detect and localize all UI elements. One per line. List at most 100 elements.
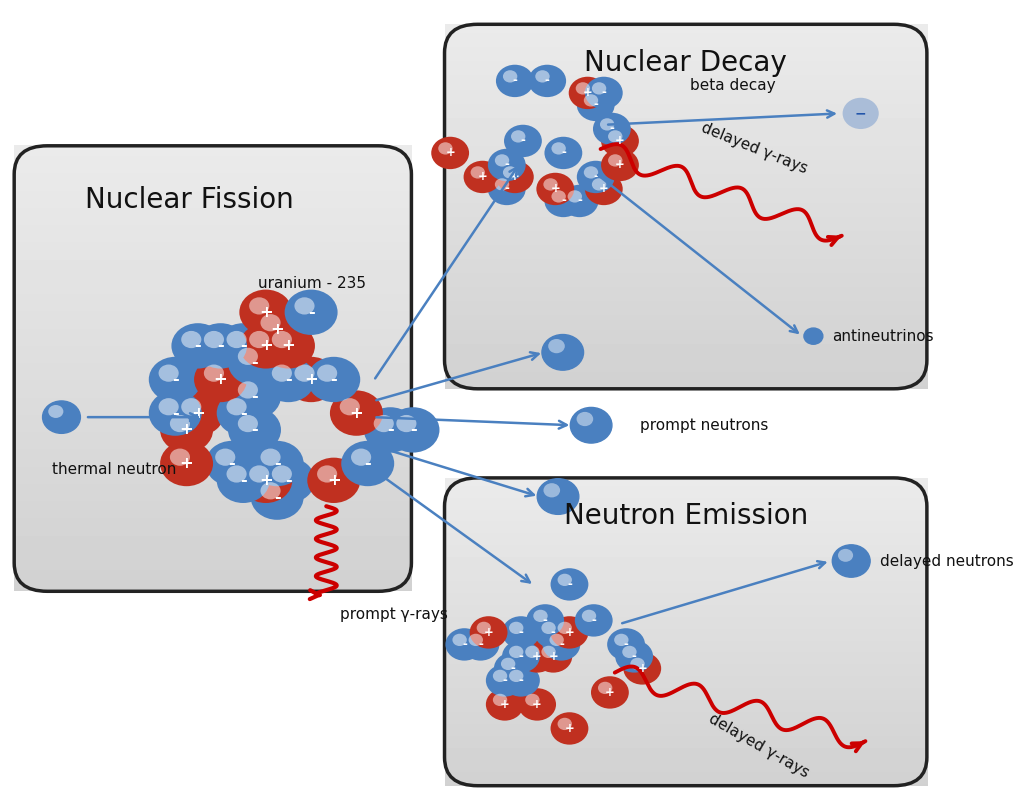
Text: +: + — [179, 422, 194, 437]
Circle shape — [493, 693, 507, 706]
Circle shape — [469, 633, 483, 646]
Circle shape — [238, 347, 258, 365]
Text: +: + — [564, 722, 574, 735]
Text: -: - — [251, 355, 258, 370]
Circle shape — [226, 399, 247, 416]
Circle shape — [567, 190, 582, 202]
Circle shape — [340, 399, 359, 416]
Circle shape — [608, 154, 623, 167]
Circle shape — [542, 622, 556, 634]
Text: delayed γ-rays: delayed γ-rays — [707, 711, 812, 781]
Circle shape — [271, 466, 292, 483]
Circle shape — [295, 297, 314, 314]
Text: Nuclear Fission: Nuclear Fission — [85, 186, 293, 215]
Circle shape — [582, 610, 596, 622]
Text: Neutron Emission: Neutron Emission — [563, 502, 808, 531]
Text: +: + — [551, 182, 560, 195]
Text: +: + — [259, 305, 272, 320]
Text: -: - — [543, 614, 548, 627]
Circle shape — [170, 415, 190, 433]
Text: -: - — [593, 170, 598, 183]
Text: +: + — [270, 322, 284, 337]
Text: -: - — [559, 638, 564, 651]
Circle shape — [623, 646, 637, 658]
Text: -: - — [410, 422, 417, 437]
Circle shape — [431, 137, 469, 169]
Circle shape — [525, 646, 540, 658]
FancyBboxPatch shape — [444, 478, 927, 786]
Text: -: - — [273, 489, 281, 505]
Circle shape — [509, 646, 523, 658]
Circle shape — [285, 290, 338, 335]
Text: beta decay: beta decay — [690, 78, 776, 93]
Circle shape — [838, 549, 853, 562]
Circle shape — [396, 415, 417, 433]
Circle shape — [240, 458, 292, 503]
Circle shape — [542, 646, 556, 658]
Circle shape — [249, 331, 269, 348]
Text: +: + — [510, 170, 520, 183]
Circle shape — [271, 331, 292, 348]
Text: -: - — [240, 406, 247, 420]
Circle shape — [228, 407, 281, 453]
Text: -: - — [251, 389, 258, 404]
Circle shape — [557, 573, 572, 586]
FancyBboxPatch shape — [14, 146, 412, 591]
Text: -: - — [195, 339, 202, 353]
Circle shape — [551, 568, 589, 600]
Circle shape — [307, 458, 360, 503]
Circle shape — [171, 323, 224, 369]
Circle shape — [487, 149, 525, 181]
Text: -: - — [285, 473, 292, 488]
Circle shape — [238, 382, 258, 399]
Text: delayed γ-rays: delayed γ-rays — [699, 120, 810, 176]
Text: +: + — [532, 698, 542, 711]
Circle shape — [577, 89, 614, 122]
Text: -: - — [561, 194, 566, 207]
FancyBboxPatch shape — [444, 24, 927, 389]
Text: -: - — [331, 372, 337, 387]
Circle shape — [503, 166, 517, 178]
Text: -: - — [273, 456, 281, 471]
Text: +: + — [637, 662, 647, 675]
Circle shape — [204, 331, 224, 348]
Text: +: + — [191, 406, 205, 420]
Text: +: + — [605, 686, 614, 699]
Circle shape — [592, 83, 606, 95]
Circle shape — [552, 190, 566, 202]
Circle shape — [438, 143, 453, 155]
Circle shape — [228, 373, 281, 419]
Circle shape — [607, 629, 645, 661]
Text: +: + — [304, 372, 318, 387]
Circle shape — [487, 173, 525, 205]
Circle shape — [518, 640, 556, 672]
Circle shape — [577, 160, 614, 193]
Circle shape — [495, 178, 509, 190]
Circle shape — [544, 178, 558, 190]
Circle shape — [217, 390, 269, 436]
Circle shape — [545, 137, 583, 169]
Circle shape — [445, 629, 483, 661]
Circle shape — [471, 166, 485, 178]
Text: -: - — [551, 626, 556, 639]
Circle shape — [504, 125, 542, 157]
Circle shape — [548, 339, 565, 353]
Circle shape — [511, 130, 525, 143]
Circle shape — [804, 328, 823, 344]
Circle shape — [614, 633, 629, 646]
Text: -: - — [478, 638, 483, 651]
Circle shape — [552, 143, 566, 155]
Circle shape — [160, 441, 213, 486]
Circle shape — [544, 483, 560, 497]
Text: -: - — [251, 422, 258, 437]
Circle shape — [204, 364, 224, 382]
Text: +: + — [214, 372, 227, 387]
Circle shape — [495, 154, 509, 167]
Circle shape — [493, 670, 507, 682]
Circle shape — [600, 118, 614, 130]
Circle shape — [226, 466, 247, 483]
Text: +: + — [532, 650, 542, 663]
Text: +: + — [500, 698, 510, 711]
Circle shape — [206, 441, 258, 486]
Text: +: + — [564, 626, 574, 639]
